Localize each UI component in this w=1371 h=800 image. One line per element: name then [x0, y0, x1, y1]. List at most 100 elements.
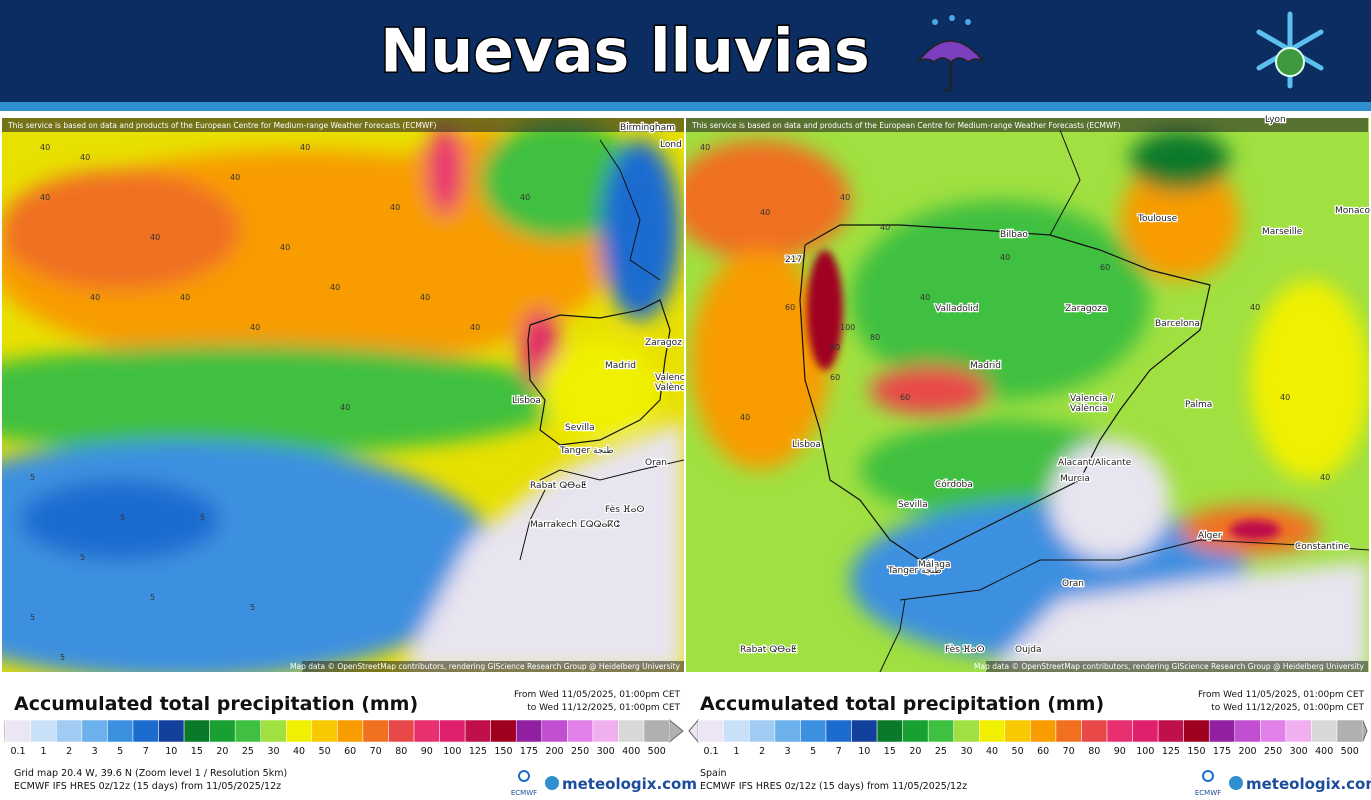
- legend-swatch: [618, 719, 645, 743]
- legend-value: 150: [1187, 746, 1205, 757]
- legend-arrow-left: [688, 718, 699, 744]
- contour-label: 40: [250, 323, 260, 332]
- place-label: Lisboa: [512, 396, 541, 406]
- legend-swatch: [592, 719, 619, 743]
- legend-swatch: [81, 719, 108, 743]
- attribution-bg: [2, 118, 684, 132]
- legend-value: 500: [1341, 746, 1359, 757]
- place-label: Toulouse: [1137, 214, 1178, 224]
- legend-swatch: [362, 719, 389, 743]
- legend-value: 250: [571, 746, 589, 757]
- legend-swatch: [1132, 719, 1159, 743]
- legend-swatch: [388, 719, 415, 743]
- place-label: Marrakech ⵎⵕⵕⴰⴽⵛ: [530, 520, 621, 530]
- attribution: This service is based on data and produc…: [691, 121, 1121, 130]
- map-credit: Map data © OpenStreetMap contributors, r…: [290, 662, 681, 671]
- contour-label: 40: [1000, 253, 1010, 262]
- place-label: 217: [785, 255, 802, 265]
- place-label: Oran: [1062, 579, 1084, 589]
- legend-swatch: [1336, 719, 1363, 743]
- place-label: Rabat ⵕⴱⴰⵟ: [740, 645, 797, 655]
- header-bar: [0, 0, 1371, 102]
- legend-value: 25: [242, 746, 254, 757]
- legend-swatch: [311, 719, 338, 743]
- legend-value: 40: [293, 746, 305, 757]
- legend-value: 70: [1063, 746, 1075, 757]
- place-label: Córdoba: [935, 479, 973, 490]
- legend-value: 3: [785, 746, 791, 757]
- legend-swatch: [567, 719, 594, 743]
- contour-label: 5: [150, 593, 155, 602]
- legend-swatch: [697, 719, 725, 743]
- contour-label: 40: [520, 193, 530, 202]
- legend-value: 15: [884, 746, 896, 757]
- legend-value: 175: [1213, 746, 1231, 757]
- legend-title: Accumulated total precipitation (mm): [14, 693, 418, 715]
- legend-swatch: [541, 719, 568, 743]
- credit-bg: [986, 661, 1368, 672]
- legend-value: 0.1: [703, 746, 718, 757]
- legend-swatch: [132, 719, 159, 743]
- legend-swatch: [260, 719, 287, 743]
- legend-swatch: [927, 719, 954, 743]
- place-label: Birmingham: [620, 123, 675, 133]
- legend-value: 125: [1162, 746, 1180, 757]
- legend-value: 60: [344, 746, 356, 757]
- contour-label: 40: [80, 153, 90, 162]
- place-label: Lisboa: [792, 440, 821, 450]
- legend-swatch: [439, 719, 466, 743]
- contour-label: 40: [880, 223, 890, 232]
- contour-label: 40: [90, 293, 100, 302]
- contour-label: 5: [60, 653, 65, 662]
- legend-value: 2: [66, 746, 72, 757]
- legend-value: 5: [810, 746, 816, 757]
- map-right: [686, 118, 1369, 672]
- legend-value: 300: [597, 746, 615, 757]
- legend-value: 90: [1114, 746, 1126, 757]
- legend-value: 300: [1290, 746, 1308, 757]
- contour-label: 40: [180, 293, 190, 302]
- legend-value: 3: [92, 746, 98, 757]
- legend-swatch: [1208, 719, 1236, 743]
- legend-swatch: [490, 719, 517, 743]
- map-credit: Map data © OpenStreetMap contributors, r…: [974, 662, 1365, 671]
- contour-label: 40: [280, 243, 290, 252]
- place-label: Málaga: [918, 560, 951, 570]
- place-label: Lyon: [1265, 115, 1286, 125]
- legend-value: 400: [622, 746, 640, 757]
- legend-swatch: [1285, 719, 1312, 743]
- legend-value: 90: [421, 746, 433, 757]
- legend-value: 1: [41, 746, 47, 757]
- legend-swatch: [1004, 719, 1031, 743]
- contour-label: 40: [40, 193, 50, 202]
- legend-swatch: [1260, 719, 1287, 743]
- place-label: Bilbao: [1000, 230, 1028, 240]
- legend-title: Accumulated total precipitation (mm): [700, 693, 1104, 715]
- legend-swatch: [774, 719, 801, 743]
- legend-value: 30: [960, 746, 972, 757]
- umbrella-icon: [917, 15, 985, 92]
- contour-label: 80: [870, 333, 880, 342]
- legend-swatch: [643, 719, 670, 743]
- place-label: Valenc: [655, 373, 685, 383]
- legend-swatch: [953, 719, 980, 743]
- legend-value: 400: [1315, 746, 1333, 757]
- site-logo: meteologix.com: [562, 775, 697, 793]
- legend-value: 1: [734, 746, 740, 757]
- map-left: [2, 118, 684, 672]
- ecmwf-logo: ECMWF: [511, 789, 537, 797]
- legend-swatch: [30, 719, 57, 743]
- legend-swatch: [825, 719, 852, 743]
- legend-swatch: [979, 719, 1006, 743]
- place-label: Marseille: [1262, 227, 1303, 237]
- contour-label: 100: [840, 323, 855, 332]
- contour-label: 5: [120, 513, 125, 522]
- place-label: València: [1070, 403, 1108, 414]
- legend-swatch: [1055, 719, 1082, 743]
- place-label: Rabat ⵕⴱⴰⵟ: [530, 481, 587, 491]
- place-label: Valènc: [655, 382, 685, 393]
- place-label: Oujda: [1015, 645, 1042, 655]
- place-label: Fès ⴼⴰⵙ: [605, 504, 644, 515]
- legend-value: 100: [443, 746, 461, 757]
- legend-swatch: [4, 719, 32, 743]
